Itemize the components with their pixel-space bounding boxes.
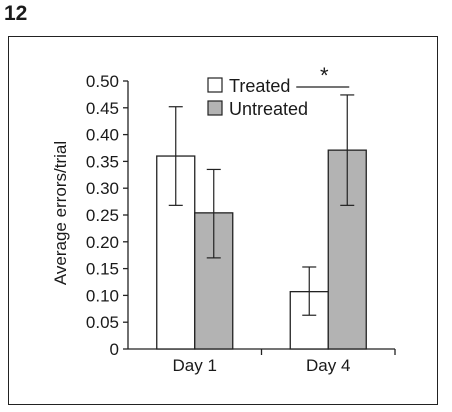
bars [156,149,367,350]
x-tick-label: Day 1 [173,356,217,375]
x-tick-label: Day 4 [306,356,350,375]
y-tick-label: 0.10 [86,286,119,305]
legend-label: Untreated [229,99,308,119]
y-tick-label: 0.15 [86,260,119,279]
y-tick-label: 0.25 [86,206,119,225]
error-bars [168,94,355,316]
legend: Treated Untreated [207,76,308,119]
figure-frame [8,36,438,405]
significance-marker: * [320,63,329,88]
y-tick-label: 0.30 [86,179,119,198]
legend-swatch [207,100,223,116]
y-tick-label: 0.05 [86,313,119,332]
y-tick-label: 0.45 [86,99,119,118]
y-tick-label: 0.50 [86,72,119,91]
y-axis-title: Average errors/trial [51,141,70,285]
panel-label: 12 [4,2,28,25]
y-tick-label: 0.20 [86,233,119,252]
y-tick-label: 0.35 [86,152,119,171]
y-tick-label: 0 [110,340,119,359]
legend-swatch [207,77,223,93]
x-axis: Day 1 Day 4 [128,348,396,375]
legend-label: Treated [229,76,290,96]
annotations: * [296,63,350,88]
y-tick-label: 0.40 [86,126,119,145]
y-axis: 0 0.05 0.10 0.15 0.20 0.25 0.30 0.35 0.40 0.45 0.5… [86,72,129,359]
